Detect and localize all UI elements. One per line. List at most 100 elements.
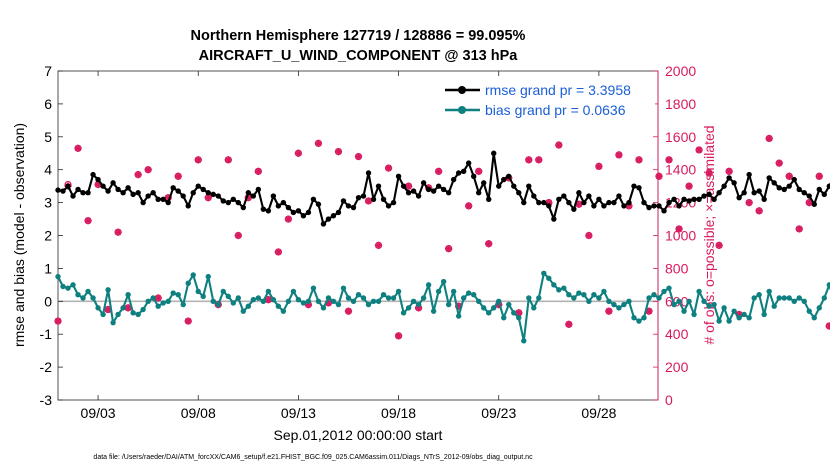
bias-series-point bbox=[465, 290, 472, 296]
bias-series-point bbox=[571, 295, 577, 301]
rmse-series-point bbox=[145, 193, 151, 199]
rmse-series-point bbox=[395, 173, 402, 179]
obs-assimilated-point bbox=[665, 156, 673, 164]
rmse-series-point bbox=[135, 190, 141, 196]
bias-series-point bbox=[110, 319, 116, 326]
rmse-series-point bbox=[526, 183, 532, 189]
y-tick-label-left: 3 bbox=[44, 195, 52, 211]
bias-series-point bbox=[556, 287, 562, 293]
bias-series-point bbox=[701, 298, 707, 304]
rmse-series-point bbox=[245, 190, 252, 196]
bias-series-point bbox=[481, 305, 487, 311]
bias-series-point bbox=[295, 296, 302, 303]
obs-assimilated-point bbox=[625, 202, 633, 210]
rmse-series-point bbox=[491, 150, 497, 156]
bias-series-point bbox=[440, 278, 447, 285]
bias-series-point bbox=[225, 293, 231, 300]
y-tick-label-right: 400 bbox=[665, 326, 689, 342]
obs-assimilated-point bbox=[184, 317, 192, 325]
rmse-series-point bbox=[365, 170, 372, 176]
rmse-series-point bbox=[796, 186, 802, 193]
rmse-series-point bbox=[260, 206, 267, 212]
rmse-series-point bbox=[746, 171, 752, 178]
obs-assimilated-point bbox=[124, 304, 132, 312]
bias-series-point bbox=[205, 273, 211, 280]
bias-series-point bbox=[70, 282, 76, 288]
rmse-series-point bbox=[345, 203, 352, 209]
rmse-series-point bbox=[516, 190, 522, 196]
rmse-series-point bbox=[536, 199, 542, 206]
bias-series-point bbox=[756, 292, 762, 298]
bias-series-point bbox=[275, 303, 282, 309]
bias-series-point bbox=[631, 315, 637, 321]
obs-assimilated-point bbox=[364, 197, 373, 205]
bias-series-point bbox=[801, 298, 807, 304]
bias-series-point bbox=[220, 288, 226, 295]
bias-series-point bbox=[105, 287, 111, 293]
bias-series-point bbox=[671, 301, 677, 308]
rmse-series-point bbox=[370, 196, 377, 203]
rmse-series-point bbox=[205, 190, 211, 196]
bias-series-point bbox=[706, 303, 712, 309]
bias-series-point bbox=[455, 313, 462, 319]
bias-series-point bbox=[55, 273, 61, 280]
y-tick-label-left: 1 bbox=[44, 260, 52, 276]
bias-series-point bbox=[741, 311, 747, 318]
obs-assimilated-point bbox=[114, 228, 122, 236]
rmse-series-point bbox=[486, 196, 492, 203]
obs-assimilated-point bbox=[254, 167, 262, 175]
obs-assimilated-point bbox=[294, 149, 303, 157]
chart-subtitle: AIRCRAFT_U_WIND_COMPONENT @ 313 hPa bbox=[199, 48, 519, 64]
x-tick-label: 09/03 bbox=[81, 405, 116, 421]
rmse-series-point bbox=[85, 190, 91, 196]
bias-series-point bbox=[576, 290, 582, 296]
rmse-series-point bbox=[340, 198, 347, 204]
bias-series-point bbox=[501, 315, 507, 321]
obs-assimilated-point bbox=[545, 199, 553, 207]
bias-series-point bbox=[185, 280, 191, 286]
obs-assimilated-point bbox=[284, 215, 292, 223]
bias-series-point bbox=[511, 310, 517, 316]
obs-assimilated-point bbox=[174, 172, 182, 180]
rmse-series-point bbox=[531, 193, 537, 199]
obs-assimilated-point bbox=[244, 194, 252, 202]
x-tick-label: 09/13 bbox=[281, 405, 316, 421]
bias-series-point bbox=[400, 310, 407, 316]
rmse-series-point bbox=[756, 188, 762, 194]
rmse-series-point bbox=[470, 173, 477, 179]
rmse-series-point bbox=[325, 216, 332, 222]
bias-series-point bbox=[415, 301, 422, 308]
obs-assimilated-point bbox=[755, 207, 763, 215]
bias-series-point bbox=[766, 288, 772, 295]
obs-assimilated-point bbox=[154, 294, 162, 302]
obs-assimilated-point bbox=[765, 134, 773, 143]
rmse-series-point bbox=[506, 173, 512, 179]
bias-series-point bbox=[270, 296, 277, 303]
bias-series-point bbox=[736, 315, 742, 321]
bias-series-point bbox=[155, 303, 161, 309]
bias-series-point bbox=[85, 288, 91, 295]
rmse-series-point bbox=[586, 193, 592, 199]
bias-series-point bbox=[460, 295, 467, 301]
rmse-series-point bbox=[601, 203, 607, 209]
bias-series-point bbox=[470, 292, 477, 298]
obs-assimilated-point bbox=[134, 171, 142, 179]
rmse-series-point bbox=[771, 180, 777, 186]
bias-series-point bbox=[325, 295, 332, 301]
rmse-series-point bbox=[631, 183, 637, 189]
rmse-series-point bbox=[455, 170, 462, 176]
obs-assimilated-point bbox=[815, 172, 823, 180]
rmse-series-point bbox=[546, 203, 552, 209]
bias-series-point bbox=[300, 300, 307, 306]
bias-series-point bbox=[370, 298, 377, 304]
rmse-series-point bbox=[375, 183, 382, 189]
rmse-series-point bbox=[95, 176, 101, 183]
bias-series-point bbox=[531, 305, 537, 311]
y-tick-label-left: 7 bbox=[44, 63, 52, 79]
rmse-series-point bbox=[566, 199, 572, 206]
bias-series-point bbox=[210, 298, 216, 304]
y-tick-label-right: 200 bbox=[665, 359, 689, 375]
rmse-series-point bbox=[420, 180, 427, 186]
obs-assimilated-point bbox=[354, 152, 363, 161]
